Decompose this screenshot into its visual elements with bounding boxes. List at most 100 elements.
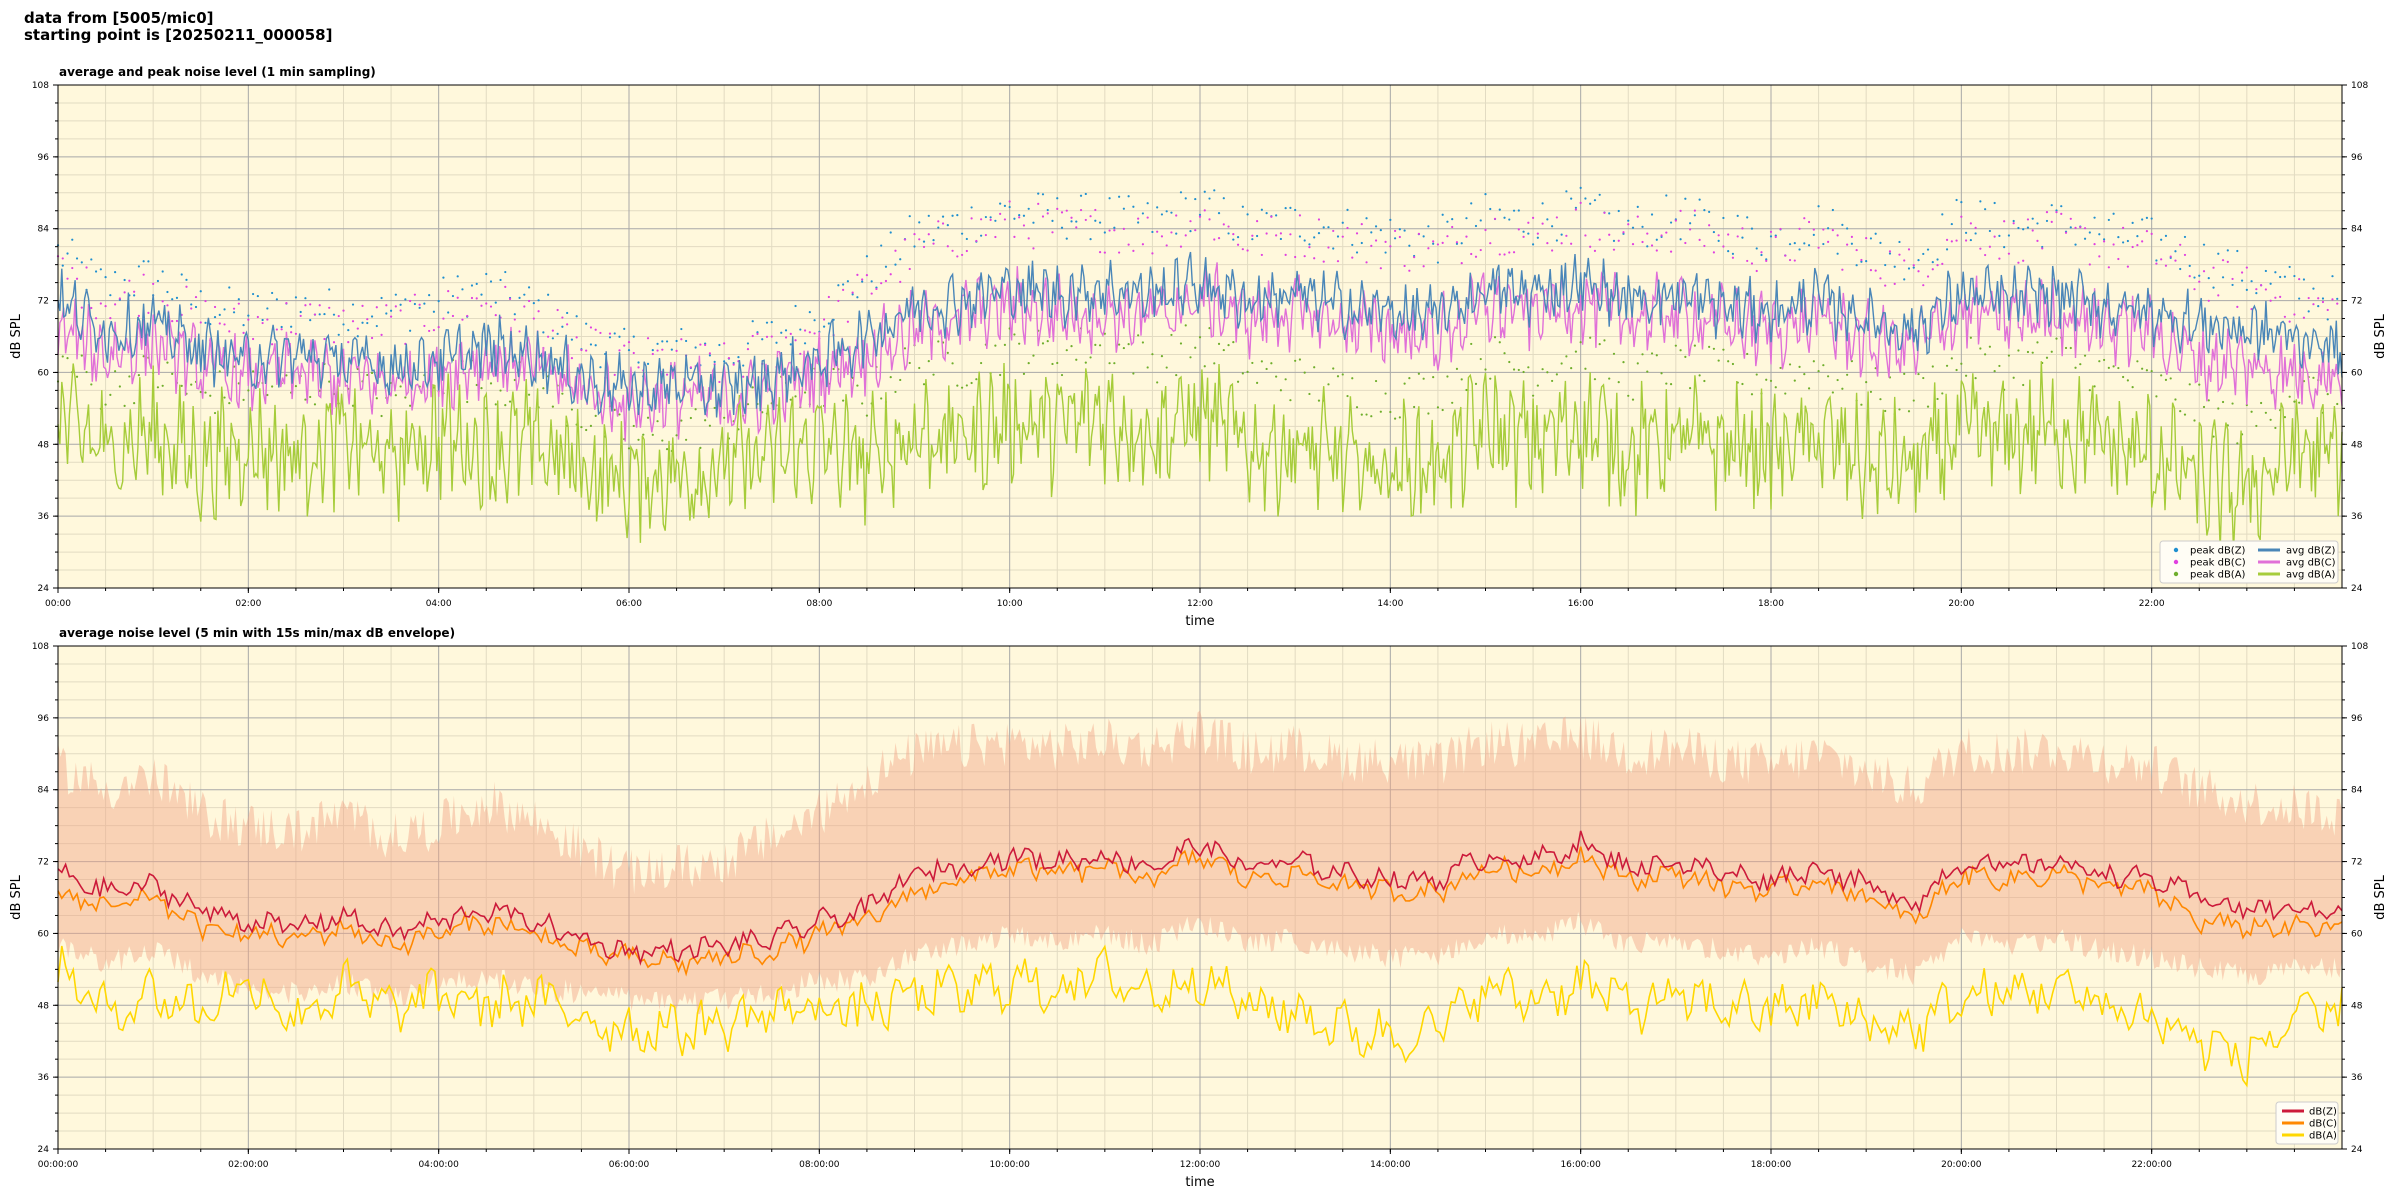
- scatter-point-peakdbz: [1393, 237, 1397, 240]
- x-tick-label: 02:00:00: [228, 1160, 269, 1170]
- scatter-point-peakdba: [1917, 372, 1920, 376]
- scatter-point-peakdbz: [1332, 247, 1335, 250]
- scatter-point-peakdbc: [1127, 243, 1130, 246]
- scatter-point-peakdbz: [1641, 225, 1644, 228]
- scatter-point-peakdbc: [623, 344, 626, 347]
- scatter-point-peakdba: [109, 393, 112, 396]
- scatter-point-peakdbz: [2231, 283, 2234, 287]
- scatter-point-peakdbc: [1708, 224, 1711, 227]
- scatter-point-peakdbz: [1541, 202, 1544, 205]
- scatter-point-peakdba: [213, 411, 217, 415]
- scatter-point-peakdbc: [342, 309, 345, 312]
- scatter-point-peakdbc: [266, 318, 269, 321]
- scatter-point-peakdbz: [1622, 232, 1625, 235]
- scatter-point-peakdba: [1127, 343, 1130, 346]
- y-tick-label-right: 48: [2351, 440, 2363, 450]
- scatter-point-peakdbc: [922, 245, 926, 249]
- scatter-point-peakdbc: [475, 297, 478, 300]
- scatter-point-peakdbz: [1170, 211, 1173, 214]
- scatter-point-peakdba: [1984, 353, 1987, 356]
- scatter-point-peakdba: [1132, 372, 1135, 375]
- scatter-point-peakdbz: [171, 298, 174, 301]
- scatter-point-peakdbc: [128, 279, 131, 282]
- scatter-point-peakdbc: [2245, 266, 2248, 269]
- scatter-point-peakdbc: [1251, 234, 1254, 237]
- scatter-point-peakdbz: [1922, 252, 1925, 256]
- y-tick-label-right: 72: [2351, 297, 2362, 307]
- scatter-point-peakdbc: [585, 349, 588, 352]
- scatter-point-peakdbz: [613, 332, 616, 335]
- scatter-point-peakdbc: [114, 303, 117, 306]
- scatter-point-peakdba: [2202, 405, 2206, 409]
- scatter-point-peakdbc: [1551, 249, 1554, 252]
- scatter-point-peakdbc: [941, 222, 945, 225]
- scatter-point-peakdba: [2231, 402, 2234, 405]
- scatter-point-peakdbc: [789, 332, 792, 335]
- scatter-point-peakdbc: [1313, 257, 1316, 260]
- scatter-point-peakdbz: [228, 286, 231, 289]
- scatter-point-peakdba: [589, 424, 593, 427]
- scatter-point-peakdbz: [190, 303, 193, 306]
- scatter-point-peakdba: [1807, 387, 1811, 390]
- scatter-point-peakdba: [585, 428, 588, 432]
- scatter-point-peakdbc: [1603, 211, 1606, 214]
- scatter-point-peakdbz: [75, 257, 79, 260]
- scatter-point-peakdbz: [1969, 238, 1972, 242]
- scatter-point-peakdbz: [347, 329, 350, 332]
- scatter-point-peakdbz: [1374, 225, 1378, 228]
- x-tick-label: 22:00: [2139, 599, 2165, 609]
- scatter-point-peakdba: [75, 375, 79, 378]
- scatter-point-peakdba: [2112, 365, 2115, 368]
- scatter-point-peakdbz: [1964, 231, 1968, 234]
- scatter-point-peakdbz: [1665, 194, 1668, 197]
- scatter-point-peakdba: [1118, 343, 1121, 346]
- scatter-point-peakdba: [1379, 410, 1382, 413]
- scatter-point-peakdbz: [2036, 222, 2039, 225]
- scatter-point-peakdbz: [2307, 310, 2310, 313]
- scatter-point-peakdbz: [2045, 219, 2049, 223]
- scatter-point-peakdba: [2179, 410, 2182, 413]
- scatter-point-peakdbz: [799, 328, 802, 331]
- scatter-point-peakdbc: [1422, 265, 1425, 268]
- scatter-point-peakdbz: [1098, 221, 1102, 224]
- scatter-point-peakdbc: [480, 304, 483, 307]
- scatter-point-peakdba: [1755, 373, 1758, 376]
- scatter-point-peakdbz: [1113, 226, 1116, 229]
- scatter-point-peakdba: [1432, 376, 1435, 379]
- scatter-point-peakdbz: [2331, 275, 2334, 278]
- scatter-point-peakdbz: [2217, 252, 2220, 255]
- scatter-point-peakdba: [171, 372, 174, 375]
- scatter-point-peakdbc: [1612, 248, 1616, 251]
- scatter-point-peakdbc: [889, 273, 892, 276]
- scatter-point-peakdba: [1465, 388, 1468, 392]
- scatter-point-peakdbz: [218, 313, 221, 316]
- scatter-point-peakdbc: [1284, 253, 1287, 257]
- x-tick-label: 04:00: [426, 599, 452, 609]
- scatter-point-peakdba: [1627, 394, 1630, 397]
- scatter-point-peakdbc: [1137, 217, 1140, 220]
- scatter-point-peakdba: [1284, 378, 1287, 381]
- scatter-point-peakdba: [1950, 357, 1953, 360]
- scatter-point-peakdbc: [946, 245, 949, 248]
- scatter-point-peakdbc: [1508, 251, 1511, 254]
- scatter-point-peakdba: [2074, 366, 2077, 369]
- y-tick-label-right: 108: [2351, 642, 2368, 652]
- scatter-point-peakdbc: [2326, 308, 2329, 312]
- scatter-point-peakdbc: [171, 320, 174, 323]
- scatter-point-peakdba: [1294, 359, 1297, 362]
- scatter-point-peakdbz: [1003, 204, 1007, 207]
- scatter-point-peakdbz: [1203, 190, 1206, 193]
- scatter-point-peakdbc: [1846, 243, 1849, 246]
- scatter-point-peakdbc: [861, 278, 864, 281]
- scatter-point-peakdbz: [1551, 225, 1554, 228]
- scatter-point-peakdbc: [1198, 215, 1202, 218]
- legend: dB(Z)dB(C)dB(A): [2275, 1101, 2339, 1145]
- y-tick-label-right: 60: [2351, 929, 2363, 939]
- scatter-point-peakdba: [2160, 374, 2163, 377]
- legend: peak dB(Z)peak dB(C)peak dB(A)avg dB(Z)a…: [2159, 540, 2339, 584]
- scatter-point-peakdbc: [1950, 240, 1953, 243]
- scatter-point-peakdbc: [1389, 245, 1392, 248]
- scatter-point-peakdbz: [1008, 205, 1011, 209]
- scatter-point-peakdba: [1865, 381, 1868, 384]
- scatter-point-peakdbc: [366, 318, 369, 321]
